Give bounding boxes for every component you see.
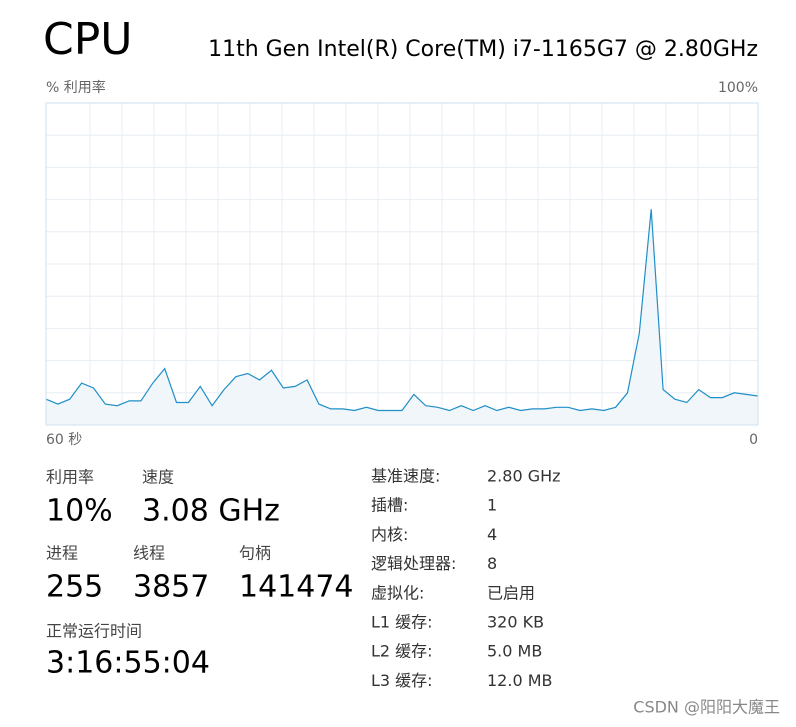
detail-value: 5.0 MB [487, 642, 542, 661]
detail-value: 1 [487, 496, 497, 515]
detail-key: 虚拟化: [371, 583, 424, 602]
stat-label: 句柄 [239, 544, 271, 563]
stat-value: 3857 [133, 570, 209, 605]
stat-value: 141474 [239, 570, 354, 605]
detail-key: L1 缓存: [371, 613, 433, 632]
y-label: % 利用率 [46, 79, 106, 96]
stat-label: 线程 [133, 544, 165, 563]
y-max-label: 100% [718, 80, 758, 96]
detail-key: 插槽: [371, 496, 408, 515]
detail-key: 内核: [371, 525, 408, 544]
detail-value: 320 KB [487, 613, 544, 632]
watermark: CSDN @阳阳大魔王 [633, 698, 780, 717]
stat-value: 3:16:55:04 [46, 646, 210, 681]
detail-key: 逻辑处理器: [371, 554, 456, 573]
stat-value: 255 [46, 570, 103, 605]
x-tick-label: 60 秒 [46, 432, 82, 448]
area-fill [46, 209, 758, 425]
stat-value: 10% [46, 494, 113, 529]
x-tick-label: 0 [749, 432, 758, 448]
stat-label: 速度 [142, 468, 174, 487]
stat-value: 3.08 GHz [142, 494, 280, 529]
stat-label: 利用率 [46, 468, 94, 487]
detail-key: L2 缓存: [371, 642, 433, 661]
detail-key: 基准速度: [371, 467, 440, 486]
detail-value: 12.0 MB [487, 671, 553, 690]
subtitle: 11th Gen Intel(R) Core(TM) i7-1165G7 @ 2… [208, 37, 758, 62]
detail-value: 已启用 [487, 583, 535, 602]
detail-key: L3 缓存: [371, 671, 433, 690]
stat-label: 进程 [46, 544, 78, 563]
stat-label: 正常运行时间 [46, 622, 142, 641]
usage-line [45, 209, 759, 412]
detail-value: 4 [487, 525, 497, 544]
plot-border [45, 102, 759, 426]
detail-value: 2.80 GHz [487, 467, 561, 486]
detail-value: 8 [487, 554, 497, 573]
title: CPU [43, 14, 132, 65]
